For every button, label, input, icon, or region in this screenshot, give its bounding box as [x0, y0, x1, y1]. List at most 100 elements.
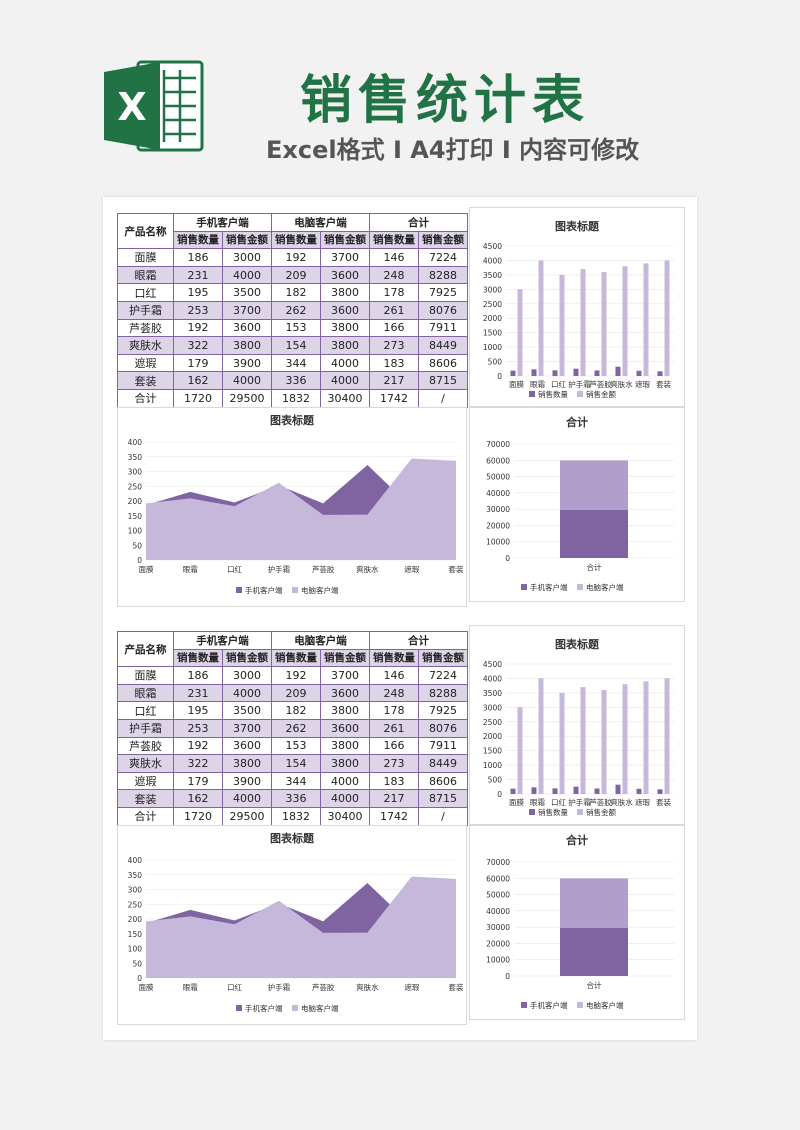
- x-tick-label: 合计: [587, 980, 602, 990]
- header-mobile-client: 手机客户端: [173, 213, 272, 232]
- bar-qty: [531, 369, 537, 376]
- table-row: 遮瑕 179 3900 344 4000 183 8606: [117, 353, 468, 373]
- y-tick-label: 2000: [483, 732, 502, 741]
- chart-title: 合计: [566, 415, 588, 429]
- y-tick-label: 3000: [483, 703, 502, 712]
- value-cell: 8076: [418, 300, 468, 320]
- value-cell: 336: [271, 789, 321, 808]
- x-tick-label: 眼霜: [183, 565, 198, 574]
- header-qty: 销售数量: [369, 230, 419, 250]
- bar-qty: [636, 370, 642, 376]
- value-cell: 29500: [222, 388, 272, 408]
- y-tick-label: 500: [488, 358, 503, 367]
- table-row: 面膜 186 3000 192 3700 146 7224: [117, 248, 468, 267]
- y-tick-label: 10000: [486, 956, 510, 965]
- value-cell: 3700: [320, 248, 370, 267]
- x-tick-label: 爽肤水: [610, 379, 633, 389]
- y-tick-label: 4500: [483, 660, 502, 669]
- y-tick-label: 0: [137, 556, 142, 565]
- value-cell: 217: [369, 789, 419, 808]
- legend-swatch: [521, 584, 527, 590]
- bar-amount: [643, 263, 649, 376]
- x-tick-label: 护手霜: [268, 982, 291, 992]
- value-cell: 273: [369, 336, 419, 355]
- value-cell: 7911: [418, 736, 468, 756]
- value-cell: 146: [369, 248, 419, 267]
- area-pc: [146, 458, 456, 560]
- bar-amount: [559, 692, 565, 794]
- value-cell: 231: [173, 265, 223, 285]
- header-mobile-client: 手机客户端: [173, 631, 272, 650]
- table-row: 眼霜 231 4000 209 3600 248 8288: [117, 683, 468, 703]
- product-name-cell: 芦荟胶: [117, 736, 174, 756]
- value-cell: 4000: [222, 789, 272, 808]
- value-cell: 182: [271, 283, 321, 302]
- header-qty: 销售数量: [271, 648, 321, 668]
- value-cell: 192: [271, 666, 321, 685]
- value-cell: 1832: [271, 806, 321, 826]
- header-qty: 销售数量: [173, 648, 223, 668]
- y-tick-label: 3500: [483, 271, 502, 280]
- x-tick-label: 护手霜: [568, 797, 591, 807]
- value-cell: 3800: [222, 336, 272, 355]
- chart-title: 图表标题: [555, 637, 600, 651]
- legend-label: 销售金额: [586, 389, 616, 399]
- value-cell: 4000: [320, 789, 370, 808]
- bar-chart: 图表标题 0 500 1000 1500 2000 2500 3000 3500 4000 4500…: [483, 219, 674, 399]
- header-qty: 销售数量: [173, 230, 223, 250]
- y-tick-label: 300: [128, 468, 143, 477]
- table-body: 面膜 186 3000 192 3700 146 7224 眼霜 231 4000 209 3600 2…: [117, 248, 468, 408]
- value-cell: 186: [173, 248, 223, 267]
- header-product-name: 产品名称: [117, 630, 174, 668]
- bar-qty: [615, 784, 621, 794]
- product-name-cell: 口红: [117, 283, 174, 302]
- value-cell: 3000: [222, 666, 272, 685]
- legend-swatch: [577, 584, 583, 590]
- header-qty: 销售数量: [369, 648, 419, 668]
- value-cell: 1832: [271, 388, 321, 408]
- y-tick-label: 40000: [486, 489, 510, 498]
- bar-qty: [615, 366, 621, 376]
- value-cell: 336: [271, 371, 321, 390]
- value-cell: 4000: [222, 265, 272, 285]
- value-cell: 162: [173, 789, 223, 808]
- bar-chart: 图表标题 0 500 1000 1500 2000 2500 3000 3500 4000 4500…: [483, 637, 674, 817]
- chart-title: 图表标题: [270, 413, 315, 427]
- value-cell: 195: [173, 283, 223, 302]
- value-cell: 3600: [222, 736, 272, 756]
- x-tick-label: 眼霜: [183, 983, 198, 992]
- legend-swatch: [521, 1002, 527, 1008]
- y-tick-label: 0: [497, 790, 502, 799]
- bar-pc: [560, 460, 628, 510]
- legend-label: 手机客户端: [245, 585, 283, 595]
- header-amount: 销售金额: [222, 648, 272, 668]
- x-tick-label: 面膜: [139, 982, 154, 992]
- legend-swatch: [292, 1005, 298, 1011]
- value-cell: 3600: [222, 318, 272, 338]
- header-pc-client: 电脑客户端: [271, 631, 370, 650]
- value-cell: 8606: [418, 353, 468, 373]
- value-cell: 8715: [418, 371, 468, 390]
- table-row: 爽肤水 322 3800 154 3800 273 8449: [117, 336, 468, 355]
- y-tick-label: 250: [128, 900, 143, 909]
- y-tick-label: 30000: [486, 505, 510, 514]
- area-chart: 图表标题 0 50 100 150 200 250 300 350 400 面膜 眼霜 口红 护手霜 芦荟胶…: [128, 413, 464, 595]
- y-tick-label: 1000: [483, 343, 502, 352]
- table-row: 护手霜 253 3700 262 3600 261 8076: [117, 718, 468, 738]
- value-cell: 178: [369, 701, 419, 720]
- table-row: 眼霜 231 4000 209 3600 248 8288: [117, 265, 468, 285]
- value-cell: 3800: [320, 336, 370, 355]
- product-name-cell: 护手霜: [117, 718, 174, 738]
- value-cell: 217: [369, 371, 419, 390]
- chart-title: 图表标题: [555, 219, 600, 233]
- y-tick-label: 150: [128, 512, 143, 521]
- page-subtitle: Excel格式 I A4打印 I 内容可修改: [266, 136, 640, 164]
- bar-chart-panel: 图表标题 0 500 1000 1500 2000 2500 3000 3500 4000 4500…: [469, 625, 685, 825]
- x-tick-label: 口红: [227, 982, 242, 992]
- value-cell: 7224: [418, 666, 468, 685]
- legend-label: 电脑客户端: [301, 585, 339, 595]
- y-tick-label: 350: [128, 453, 143, 462]
- bar-amount: [622, 684, 628, 794]
- legend-swatch: [577, 809, 583, 815]
- legend-swatch: [236, 1005, 242, 1011]
